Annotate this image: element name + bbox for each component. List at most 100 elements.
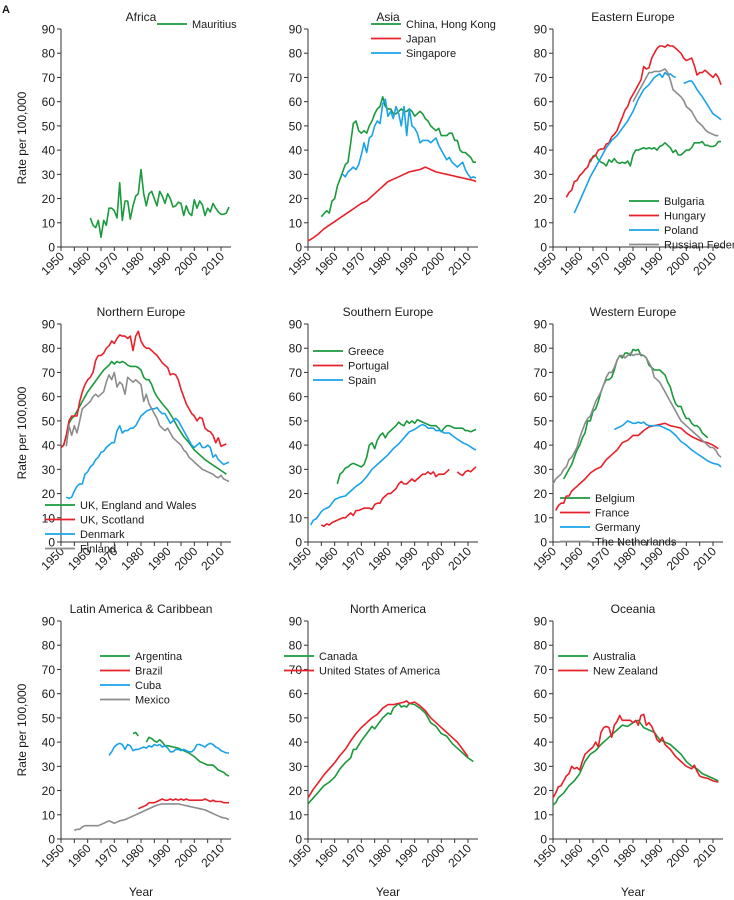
data-point xyxy=(116,217,117,218)
data-point xyxy=(154,198,155,199)
data-point xyxy=(199,800,200,801)
data-point xyxy=(470,471,471,472)
data-point xyxy=(143,345,144,346)
data-point xyxy=(215,746,216,747)
data-point xyxy=(366,133,367,134)
data-point xyxy=(691,449,692,450)
data-point xyxy=(210,463,211,464)
data-point xyxy=(635,350,636,351)
data-point xyxy=(143,806,144,807)
x-tick-label: 1950 xyxy=(285,249,314,278)
x-tick-label: 1950 xyxy=(285,544,314,573)
y-tick-label: 60 xyxy=(42,390,56,404)
data-point xyxy=(704,435,705,436)
data-point xyxy=(473,176,474,177)
data-point xyxy=(702,96,703,97)
series-line xyxy=(307,702,474,805)
data-point xyxy=(178,803,179,804)
x-tick-label: 1960 xyxy=(312,249,341,278)
y-tick-label: 90 xyxy=(534,615,548,629)
data-point xyxy=(654,71,655,72)
data-point xyxy=(422,113,423,114)
data-point xyxy=(643,422,644,423)
data-point xyxy=(651,726,652,727)
data-point xyxy=(68,425,69,426)
data-point xyxy=(643,147,644,148)
data-point xyxy=(718,464,719,465)
data-point xyxy=(159,191,160,192)
data-point xyxy=(678,154,679,155)
data-point xyxy=(215,801,216,802)
data-point xyxy=(595,408,596,409)
data-point xyxy=(371,469,372,470)
data-point xyxy=(334,198,335,199)
data-point xyxy=(220,475,221,476)
data-point xyxy=(178,800,179,801)
data-point xyxy=(366,200,367,201)
data-point xyxy=(715,135,716,136)
data-point xyxy=(675,48,676,49)
data-point xyxy=(156,742,157,743)
data-point xyxy=(571,190,572,191)
data-point xyxy=(654,377,655,378)
data-point xyxy=(441,430,442,431)
data-point xyxy=(178,420,179,421)
data-point xyxy=(132,750,133,751)
panel-eastern-europe: Eastern Europe 0 10 20 30 40 50 60 70 80 90 1950196… xyxy=(530,10,734,278)
data-point xyxy=(170,423,171,424)
y-axis-label: Rate per 100,000 xyxy=(15,683,29,776)
x-tick-label: 2000 xyxy=(664,841,693,870)
data-point xyxy=(718,0,719,1)
data-point xyxy=(680,96,681,97)
data-point xyxy=(584,432,585,433)
y-tick-label: 60 xyxy=(289,390,303,404)
data-point xyxy=(382,708,383,709)
data-point xyxy=(622,355,623,356)
data-point xyxy=(353,123,354,124)
data-point xyxy=(82,408,83,409)
data-point xyxy=(390,714,391,715)
data-point xyxy=(419,425,420,426)
data-point xyxy=(204,746,205,747)
y-tick-label: 10 xyxy=(42,511,56,525)
data-point xyxy=(446,432,447,433)
data-point xyxy=(694,425,695,426)
data-point xyxy=(411,111,412,112)
data-point xyxy=(451,426,452,427)
data-point xyxy=(648,67,649,68)
legend-label: Finland xyxy=(80,544,116,556)
data-point xyxy=(702,777,703,778)
data-point xyxy=(159,739,160,740)
data-point xyxy=(638,84,639,85)
y-tick-label: 0 xyxy=(295,241,302,255)
data-point xyxy=(696,142,697,143)
data-point xyxy=(82,826,83,827)
data-point xyxy=(204,798,205,799)
data-point xyxy=(178,202,179,203)
data-point xyxy=(568,495,569,496)
data-point xyxy=(427,168,428,169)
y-tick-label: 30 xyxy=(289,168,303,182)
data-point xyxy=(361,154,362,155)
data-point xyxy=(680,406,681,407)
data-point xyxy=(662,372,663,373)
data-point xyxy=(108,365,109,366)
data-point xyxy=(598,401,599,402)
data-point xyxy=(114,746,115,747)
data-point xyxy=(108,345,109,346)
data-point xyxy=(672,152,673,153)
x-tick-label: 1950 xyxy=(530,544,559,573)
x-axis-label: Year xyxy=(621,885,645,899)
data-point xyxy=(579,769,580,770)
data-point xyxy=(223,478,224,479)
data-point xyxy=(111,751,112,752)
data-point xyxy=(363,142,364,143)
data-point xyxy=(143,377,144,378)
y-tick-label: 0 xyxy=(48,241,55,255)
data-point xyxy=(170,432,171,433)
series-line xyxy=(552,352,722,485)
series-line xyxy=(342,98,477,179)
data-point xyxy=(95,394,96,395)
data-point xyxy=(130,428,131,429)
data-point xyxy=(640,715,641,716)
